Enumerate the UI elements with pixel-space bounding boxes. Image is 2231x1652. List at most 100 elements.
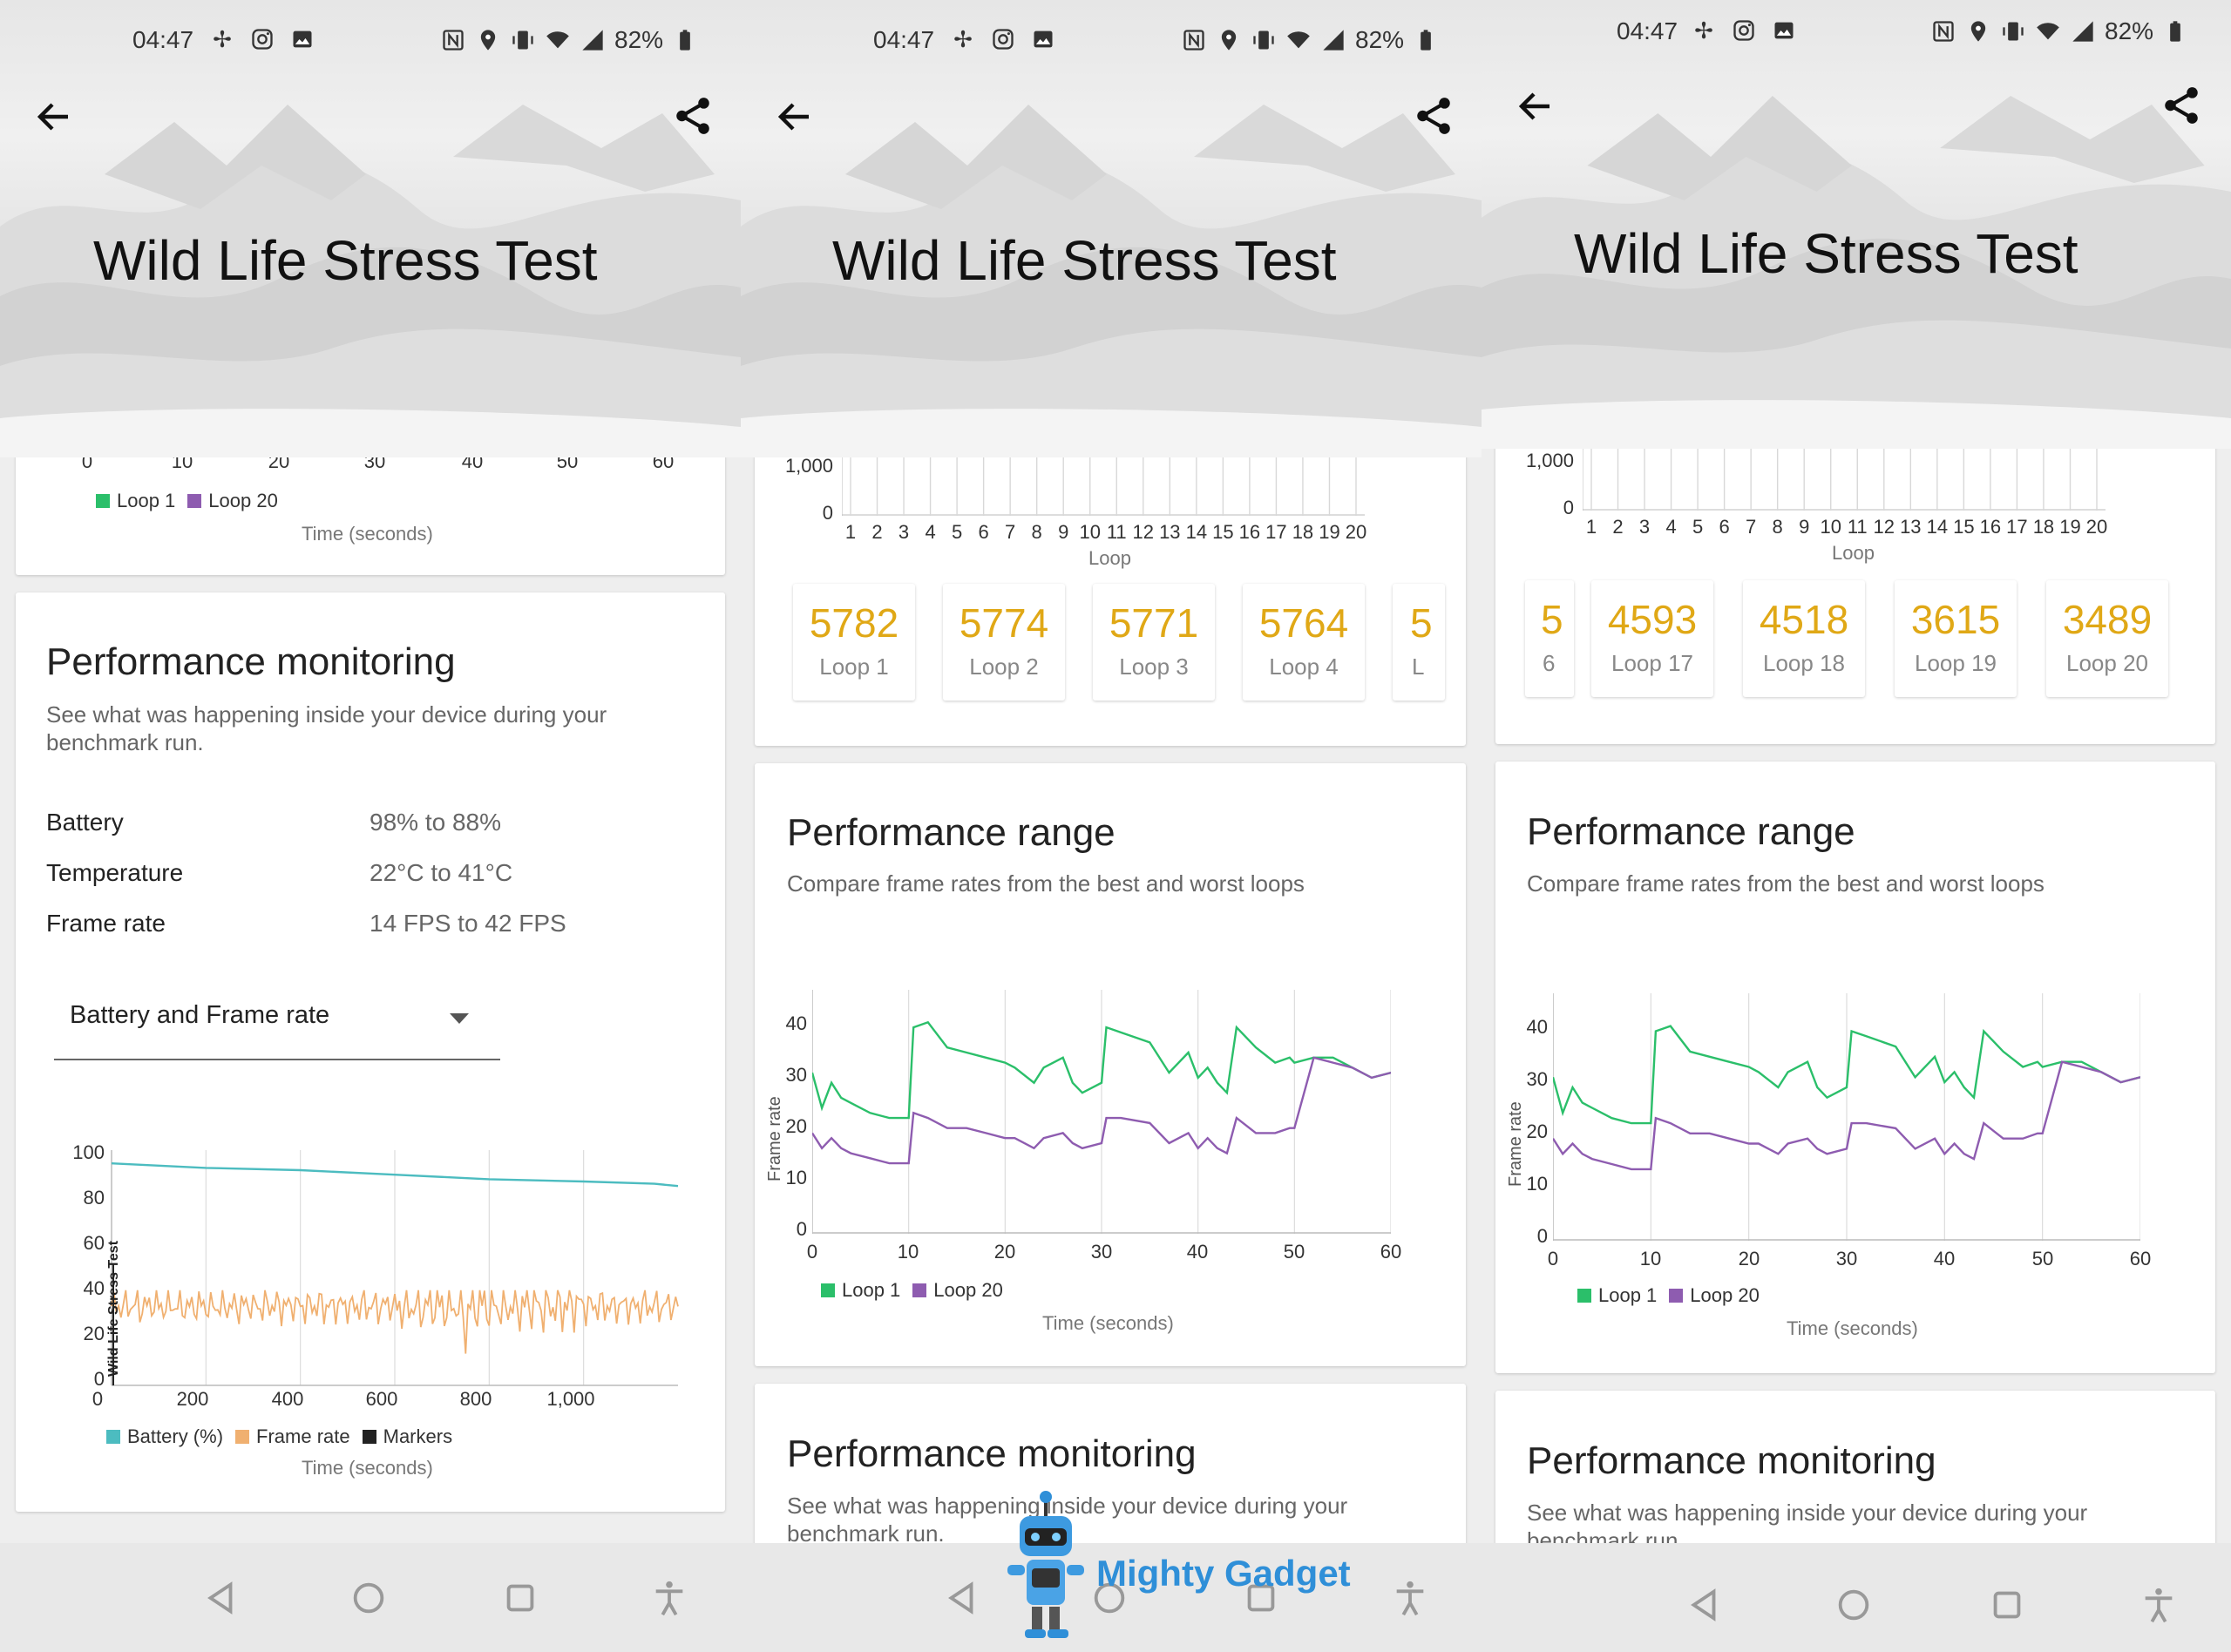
score-tile[interactable]: 5774 Loop 2 — [943, 584, 1065, 701]
temperature-label: Temperature — [46, 859, 184, 886]
back-arrow-icon[interactable] — [33, 96, 75, 138]
back-arrow-icon[interactable] — [1515, 85, 1556, 127]
wifi-icon — [545, 27, 571, 53]
nav-recents-icon[interactable] — [500, 1578, 540, 1618]
nav-home-icon[interactable] — [1089, 1578, 1129, 1618]
wifi-icon — [2035, 18, 2061, 44]
nav-recents-icon[interactable] — [1241, 1578, 1281, 1618]
x-tick: 1,000 — [546, 1388, 595, 1410]
performance-monitoring-card: Performance monitoring See what was happ… — [755, 1384, 1466, 1558]
series-line-loop20 — [1553, 1060, 2140, 1171]
nav-back-icon[interactable] — [1684, 1585, 1724, 1625]
system-nav-bar — [1482, 1543, 2231, 1652]
x-tick: 3 — [898, 521, 910, 543]
score-tile[interactable]: 5764 Loop 4 — [1243, 584, 1365, 701]
temperature-value: 22°C to 41°C — [370, 859, 513, 886]
x-tick: 6 — [978, 521, 989, 543]
y-tick: 0 — [796, 1218, 807, 1240]
battery-level: 82% — [614, 26, 664, 53]
score-tile[interactable]: 5782 Loop 1 — [793, 584, 915, 701]
score-tile[interactable]: 4593 Loop 17 — [1591, 580, 1713, 697]
section-title: Performance range — [787, 811, 1116, 854]
x-tick: 14 — [1926, 516, 1949, 538]
x-tick: 10 — [1639, 1248, 1662, 1269]
y-tick: 40 — [785, 1012, 807, 1034]
share-icon[interactable] — [1412, 94, 1455, 138]
chart-type-dropdown[interactable]: Battery and Frame rate — [54, 987, 500, 1060]
battery-icon — [2162, 18, 2188, 44]
watermark-text: Mighty Gadget — [1096, 1553, 1351, 1594]
battery-label: Battery — [46, 809, 124, 836]
x-tick: 40 — [1186, 1241, 1209, 1263]
legend-item-markers: Markers — [362, 1425, 452, 1448]
share-icon[interactable] — [2160, 84, 2203, 127]
signal-icon — [580, 27, 606, 53]
battery-value: 98% to 88% — [370, 809, 501, 836]
score-tile[interactable]: 3615 Loop 19 — [1895, 580, 2017, 697]
x-tick: 4 — [1665, 516, 1677, 538]
frame-rate-plot — [812, 990, 1391, 1234]
chart-legend: Loop 1 Loop 20 — [821, 1279, 1003, 1302]
phone-screen-2: 04:47 ✢ 82% Wild Life Stress Test — [741, 0, 1482, 1652]
accessibility-icon[interactable] — [2139, 1585, 2179, 1625]
y-tick: 0 — [1536, 1225, 1548, 1247]
x-axis-label: Time (seconds) — [302, 1457, 433, 1479]
back-arrow-icon[interactable] — [774, 96, 816, 138]
dropdown-selected-value: Battery and Frame rate — [70, 1001, 330, 1029]
x-tick: 16 — [1979, 516, 2002, 538]
nav-back-icon[interactable] — [941, 1578, 981, 1618]
image-icon — [1030, 26, 1056, 52]
battery-icon — [1413, 27, 1439, 53]
nfc-icon — [440, 27, 466, 53]
x-tick: 30 — [1835, 1248, 1858, 1269]
phone-screen-3: 04:47 ✢ 82% Wild Life Stress Test — [1482, 0, 2231, 1652]
fan-icon: ✢ — [213, 26, 232, 52]
x-tick: 11 — [1847, 516, 1868, 538]
legend-item-loop20: Loop 20 — [912, 1279, 1003, 1302]
status-bar: 04:47 ✢ 82% — [1482, 0, 2231, 75]
location-icon — [1965, 18, 1991, 44]
share-icon[interactable] — [671, 94, 715, 138]
y-tick: 20 — [83, 1323, 105, 1344]
y-tick: 1,000 — [784, 455, 833, 477]
nav-home-icon[interactable] — [1834, 1585, 1874, 1625]
section-subtitle: See what was happening inside your devic… — [46, 701, 607, 755]
section-subtitle: See what was happening inside your devic… — [1527, 1500, 2088, 1554]
legend-item-loop1: Loop 1 — [96, 490, 175, 512]
legend-item-loop1: Loop 1 — [821, 1279, 900, 1302]
x-tick: 2 — [1612, 516, 1624, 538]
x-tick: 0 — [806, 1241, 818, 1263]
x-tick: 19 — [1319, 521, 1340, 543]
y-tick: 20 — [785, 1115, 807, 1137]
system-nav-bar — [0, 1543, 741, 1652]
accessibility-icon[interactable] — [649, 1578, 689, 1618]
score-tile[interactable]: 5771 Loop 3 — [1093, 584, 1215, 701]
x-tick: 12 — [1873, 516, 1895, 538]
nav-recents-icon[interactable] — [1987, 1585, 2027, 1625]
series-line-loop20 — [812, 1056, 1391, 1165]
x-tick: 8 — [1031, 521, 1042, 543]
y-tick: 30 — [1526, 1068, 1548, 1090]
chart-legend: Battery (%) Frame rate Markers — [106, 1425, 452, 1448]
y-tick: 1,000 — [1525, 450, 1574, 471]
legend-item-loop1: Loop 1 — [1577, 1284, 1657, 1307]
x-tick: 9 — [1058, 521, 1069, 543]
score-tile[interactable]: 3489 Loop 20 — [2046, 580, 2168, 697]
banner-artwork — [1482, 96, 2231, 449]
section-title: Performance range — [1527, 810, 1855, 853]
score-tile[interactable]: 4518 Loop 18 — [1743, 580, 1865, 697]
location-icon — [475, 27, 501, 53]
status-bar: 04:47 ✢ 82% — [0, 0, 741, 75]
section-subtitle: Compare frame rates from the best and wo… — [1527, 870, 2045, 897]
battery-icon — [672, 27, 698, 53]
x-tick: 15 — [1212, 521, 1234, 543]
fan-icon: ✢ — [953, 26, 973, 52]
x-tick: 19 — [2059, 516, 2081, 538]
nav-home-icon[interactable] — [349, 1578, 389, 1618]
accessibility-icon[interactable] — [1390, 1578, 1430, 1618]
nav-back-icon[interactable] — [200, 1578, 241, 1618]
x-tick: 1 — [1585, 516, 1597, 538]
x-tick: 10 — [897, 1241, 919, 1263]
